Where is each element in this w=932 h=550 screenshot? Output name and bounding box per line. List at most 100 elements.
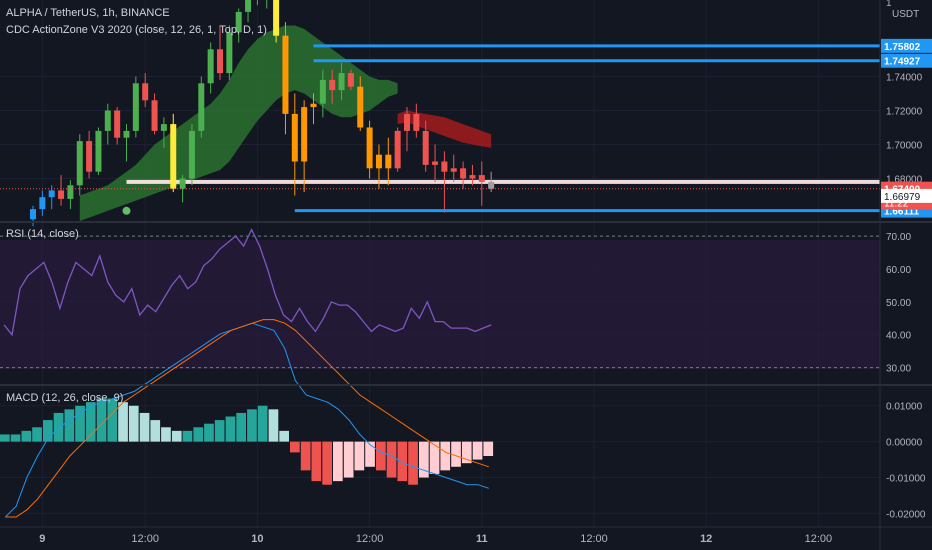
macd-histogram-bar[interactable]: [85, 402, 96, 442]
candle[interactable]: [394, 130, 401, 169]
macd-histogram-bar[interactable]: [193, 427, 204, 442]
macd-histogram-bar[interactable]: [171, 430, 182, 442]
macd-histogram-bar[interactable]: [440, 441, 451, 471]
candle[interactable]: [39, 197, 46, 210]
candle[interactable]: [104, 110, 111, 131]
candle[interactable]: [179, 178, 186, 189]
macd-histogram-bar[interactable]: [247, 409, 257, 442]
candle[interactable]: [30, 209, 36, 220]
macd-histogram-bar[interactable]: [451, 441, 461, 467]
candle[interactable]: [469, 175, 476, 179]
macd-histogram-bar[interactable]: [32, 427, 42, 442]
candle[interactable]: [273, 0, 280, 36]
candle[interactable]: [76, 141, 83, 186]
macd-histogram-bar[interactable]: [300, 441, 311, 471]
candle[interactable]: [114, 110, 121, 138]
candle[interactable]: [441, 161, 448, 172]
macd-histogram-bar[interactable]: [365, 441, 375, 467]
price-level-tag[interactable]: [881, 53, 932, 68]
candle[interactable]: [198, 83, 205, 131]
candle[interactable]: [86, 141, 93, 172]
candle[interactable]: [188, 130, 195, 179]
candle[interactable]: [151, 100, 158, 131]
macd-histogram-bar[interactable]: [354, 441, 365, 471]
candle[interactable]: [338, 73, 345, 91]
macd-histogram-bar[interactable]: [10, 434, 21, 442]
candle[interactable]: [95, 130, 102, 172]
macd-histogram-bar[interactable]: [118, 402, 128, 442]
macd-histogram-bar[interactable]: [386, 441, 397, 478]
macd-histogram-bar[interactable]: [161, 427, 171, 442]
rsi-panel[interactable]: [0, 228, 880, 369]
candle[interactable]: [301, 107, 308, 162]
macd-histogram-bar[interactable]: [43, 420, 53, 442]
candle[interactable]: [170, 124, 177, 189]
macd-histogram-bar[interactable]: [322, 441, 332, 485]
candle[interactable]: [488, 181, 495, 189]
chart-title[interactable]: ALPHA / TetherUS, 1h, BINANCE: [6, 7, 170, 19]
macd-histogram-bar[interactable]: [268, 409, 279, 442]
candle[interactable]: [207, 49, 214, 84]
price-panel[interactable]: [0, 0, 880, 227]
candle[interactable]: [385, 154, 392, 169]
macd-histogram-bar[interactable]: [214, 420, 225, 442]
macd-histogram-bar[interactable]: [333, 441, 343, 482]
candle[interactable]: [422, 130, 429, 165]
candle[interactable]: [132, 83, 139, 131]
candle[interactable]: [123, 130, 130, 138]
macd-histogram-bar[interactable]: [64, 409, 75, 442]
macd-histogram-bar[interactable]: [290, 441, 300, 453]
candle[interactable]: [366, 127, 373, 169]
macd-histogram-bar[interactable]: [225, 416, 236, 442]
macd-histogram-bar[interactable]: [397, 441, 408, 482]
signal-line[interactable]: [5, 319, 489, 518]
macd-histogram-bar[interactable]: [279, 430, 289, 442]
candle[interactable]: [142, 83, 149, 101]
candle[interactable]: [319, 79, 326, 104]
macd-histogram-bar[interactable]: [0, 434, 10, 442]
indicator-title[interactable]: CDC ActionZone V3 2020 (close, 12, 26, 1…: [6, 24, 267, 36]
macd-histogram-bar[interactable]: [139, 412, 150, 442]
macd-histogram-bar[interactable]: [236, 412, 246, 442]
candle[interactable]: [310, 103, 317, 108]
candle[interactable]: [235, 11, 242, 33]
macd-histogram-bar[interactable]: [376, 441, 386, 471]
rsi-title[interactable]: RSI (14, close): [6, 228, 79, 240]
candle[interactable]: [357, 86, 364, 128]
candle[interactable]: [282, 35, 289, 114]
candle[interactable]: [460, 168, 467, 179]
currency-label[interactable]: USDT: [892, 9, 919, 20]
macd-histogram-bar[interactable]: [75, 405, 85, 442]
price-level-tag[interactable]: [881, 38, 932, 53]
axes[interactable]: 1 1.74000 1.72000 1.70000 1.68000 70.00 60.00 5…: [39, 0, 932, 545]
candle[interactable]: [404, 113, 410, 131]
macd-histogram-bar[interactable]: [408, 441, 418, 485]
macd-histogram-bar[interactable]: [150, 420, 161, 442]
candle[interactable]: [245, 0, 252, 12]
macd-histogram-bar[interactable]: [429, 441, 440, 474]
rsi-line[interactable]: [3, 228, 492, 337]
candle[interactable]: [375, 154, 382, 169]
candle[interactable]: [48, 190, 55, 198]
candle[interactable]: [67, 185, 74, 199]
candle[interactable]: [291, 113, 298, 162]
candle[interactable]: [450, 168, 457, 172]
macd-histogram-bar[interactable]: [419, 441, 429, 478]
candle[interactable]: [432, 161, 439, 165]
candle[interactable]: [413, 113, 420, 131]
candle[interactable]: [217, 49, 223, 74]
candle[interactable]: [329, 79, 336, 91]
macd-histogram-bar[interactable]: [182, 430, 193, 442]
macd-histogram-bar[interactable]: [128, 405, 139, 442]
macd-histogram-bar[interactable]: [204, 423, 214, 442]
price-label-tag[interactable]: [881, 188, 932, 203]
macd-histogram-bar[interactable]: [21, 430, 32, 442]
macd-histogram-bar[interactable]: [483, 441, 494, 456]
macd-histogram-bar[interactable]: [107, 398, 118, 442]
macd-histogram-bar[interactable]: [461, 441, 472, 464]
macd-panel[interactable]: [0, 319, 494, 518]
candle[interactable]: [347, 73, 354, 87]
macd-histogram-bar[interactable]: [96, 398, 107, 442]
macd-histogram-bar[interactable]: [472, 441, 483, 460]
